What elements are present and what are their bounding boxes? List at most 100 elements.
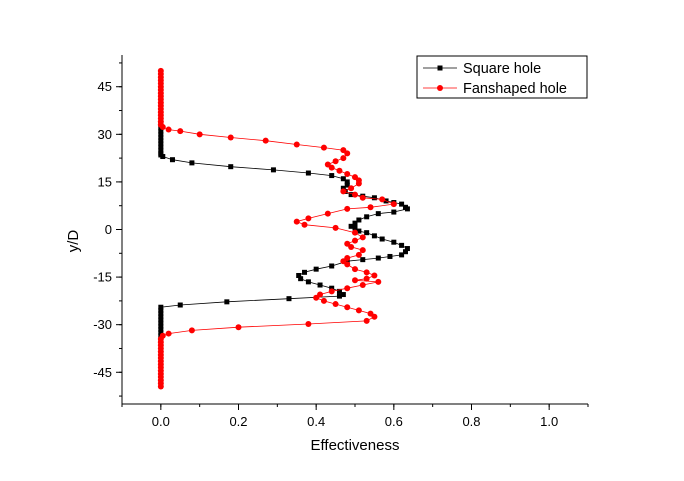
data-point	[348, 243, 355, 250]
data-point	[301, 221, 308, 228]
data-point	[340, 292, 346, 298]
data-point	[159, 124, 166, 131]
series-square-hole	[158, 122, 410, 342]
data-point	[364, 230, 370, 236]
data-point	[399, 201, 405, 207]
x-tick-label: 0.4	[307, 414, 325, 429]
data-point	[336, 293, 342, 299]
data-point	[344, 182, 350, 188]
data-point	[332, 301, 339, 308]
data-point	[371, 272, 378, 279]
data-point	[364, 214, 370, 220]
data-point	[313, 294, 320, 301]
y-tick-label: 0	[105, 222, 112, 237]
data-point	[298, 276, 304, 282]
data-point	[293, 141, 300, 148]
data-point	[158, 141, 164, 147]
data-point	[177, 302, 183, 308]
data-point	[344, 261, 351, 268]
data-point	[332, 224, 339, 231]
data-point	[188, 327, 195, 334]
data-point	[352, 225, 358, 231]
data-point	[352, 266, 358, 273]
data-point	[302, 269, 308, 275]
data-point	[404, 206, 410, 212]
data-point	[379, 196, 386, 203]
data-point	[160, 154, 166, 160]
data-point	[158, 128, 164, 134]
data-point	[348, 223, 354, 229]
data-point	[286, 296, 292, 302]
data-point	[158, 134, 164, 140]
data-point	[328, 164, 335, 171]
data-point	[158, 320, 164, 326]
data-point	[332, 158, 339, 165]
data-point	[196, 131, 203, 138]
data-point	[404, 246, 410, 252]
data-point	[329, 173, 335, 179]
data-point	[329, 263, 335, 269]
data-point	[359, 282, 366, 289]
data-point	[317, 282, 323, 288]
legend-marker	[437, 65, 443, 71]
data-point	[344, 205, 351, 212]
data-point	[359, 247, 366, 254]
data-point	[270, 167, 276, 173]
series-line	[160, 124, 409, 339]
series-layer	[157, 67, 410, 390]
data-point	[228, 164, 234, 170]
data-point	[379, 236, 385, 242]
data-point	[305, 215, 312, 222]
data-point	[360, 257, 366, 263]
data-point	[391, 209, 397, 215]
data-point	[262, 137, 269, 144]
x-tick-label: 0.2	[229, 414, 247, 429]
data-point	[348, 192, 354, 198]
data-point	[399, 242, 405, 248]
data-point	[344, 179, 350, 185]
data-point	[158, 131, 164, 137]
data-point	[158, 138, 164, 144]
data-point	[158, 144, 164, 150]
data-point	[375, 278, 382, 285]
data-point	[320, 144, 327, 151]
data-point	[363, 269, 370, 276]
data-point	[391, 239, 397, 245]
data-point	[158, 317, 164, 323]
data-point	[158, 330, 164, 336]
legend-marker	[437, 85, 443, 91]
data-point	[227, 134, 234, 141]
legend-label: Square hole	[463, 61, 541, 77]
data-point	[402, 249, 408, 255]
data-point	[340, 188, 347, 195]
data-point	[305, 170, 311, 176]
data-point	[359, 194, 366, 201]
data-point	[348, 185, 355, 192]
data-point	[355, 180, 362, 187]
data-point	[356, 217, 362, 223]
data-point	[235, 324, 242, 331]
data-point	[158, 323, 164, 329]
data-point	[352, 220, 358, 226]
y-tick-label: -45	[93, 365, 112, 380]
legend: Square hole Fanshaped hole	[416, 55, 588, 99]
data-point	[329, 285, 335, 291]
data-point	[340, 155, 347, 162]
data-point	[158, 311, 164, 317]
data-point	[355, 251, 362, 258]
y-tick-label: -15	[93, 270, 112, 285]
data-point	[158, 314, 164, 320]
y-axis-title: y/D	[65, 230, 82, 253]
data-point	[165, 126, 172, 133]
x-tick-label: 0.6	[385, 414, 403, 429]
data-point	[296, 273, 302, 279]
data-point	[399, 252, 405, 258]
y-tick-label: 15	[98, 174, 112, 189]
data-point	[359, 234, 366, 241]
data-point	[367, 204, 374, 211]
data-point	[352, 277, 358, 284]
data-point	[344, 170, 351, 177]
x-axis-title: Effectiveness	[311, 437, 400, 454]
data-point	[336, 167, 343, 174]
